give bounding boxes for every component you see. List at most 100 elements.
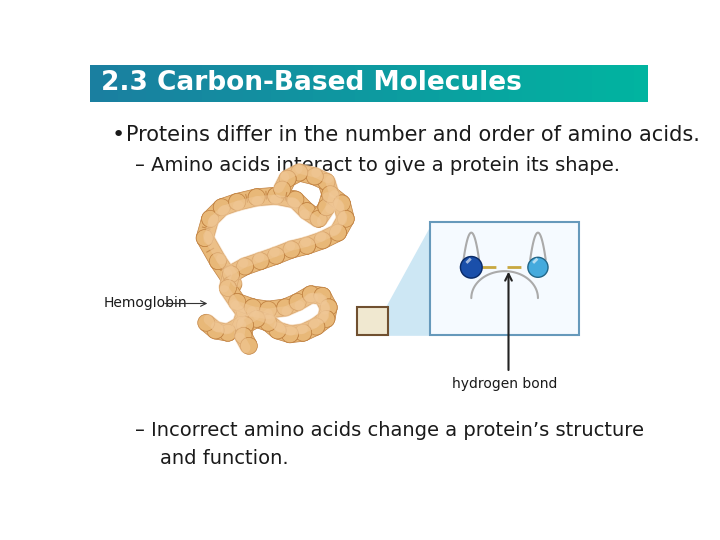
Circle shape <box>236 304 253 321</box>
Polygon shape <box>297 164 317 185</box>
Bar <box>327 65 342 102</box>
Circle shape <box>229 294 246 310</box>
Bar <box>188 65 202 102</box>
Polygon shape <box>204 201 228 225</box>
Circle shape <box>318 199 335 215</box>
Circle shape <box>466 262 477 273</box>
Polygon shape <box>233 310 253 328</box>
Circle shape <box>299 202 315 220</box>
Circle shape <box>269 322 286 339</box>
Circle shape <box>314 232 331 249</box>
Circle shape <box>260 301 276 318</box>
Bar <box>523 65 537 102</box>
Circle shape <box>333 195 351 212</box>
Circle shape <box>276 299 294 316</box>
Circle shape <box>294 325 312 341</box>
Circle shape <box>306 168 323 185</box>
Polygon shape <box>230 297 252 318</box>
Polygon shape <box>311 169 330 190</box>
Circle shape <box>240 338 258 354</box>
Circle shape <box>299 237 315 254</box>
Circle shape <box>229 294 246 310</box>
Polygon shape <box>319 225 342 248</box>
Circle shape <box>310 210 327 227</box>
Circle shape <box>461 256 482 278</box>
Circle shape <box>220 280 236 296</box>
Polygon shape <box>201 316 221 337</box>
Circle shape <box>236 316 253 334</box>
Polygon shape <box>311 312 332 333</box>
Bar <box>90 65 104 102</box>
Polygon shape <box>251 299 269 318</box>
Polygon shape <box>227 259 249 282</box>
Circle shape <box>269 322 286 339</box>
Polygon shape <box>302 204 323 226</box>
Bar <box>258 65 272 102</box>
Circle shape <box>294 325 312 341</box>
Polygon shape <box>211 256 240 289</box>
Circle shape <box>260 314 276 331</box>
Circle shape <box>302 286 320 303</box>
Circle shape <box>528 257 548 278</box>
Circle shape <box>279 170 296 187</box>
Text: Hemoglobin: Hemoglobin <box>104 296 188 310</box>
Circle shape <box>279 170 296 187</box>
Circle shape <box>318 173 335 190</box>
Polygon shape <box>235 294 256 315</box>
Polygon shape <box>310 286 323 304</box>
Bar <box>634 65 649 102</box>
Circle shape <box>213 199 230 215</box>
Bar <box>411 65 426 102</box>
Circle shape <box>236 316 253 334</box>
Polygon shape <box>235 189 258 210</box>
Circle shape <box>320 299 337 316</box>
Circle shape <box>283 241 300 258</box>
Circle shape <box>248 189 265 206</box>
Circle shape <box>307 318 325 335</box>
Bar <box>285 65 300 102</box>
Circle shape <box>289 294 306 310</box>
Circle shape <box>267 247 284 264</box>
Circle shape <box>202 210 219 227</box>
Circle shape <box>314 287 331 304</box>
Circle shape <box>229 193 246 211</box>
Circle shape <box>291 164 307 181</box>
Polygon shape <box>197 234 225 265</box>
Bar <box>215 65 230 102</box>
Polygon shape <box>236 332 256 350</box>
Circle shape <box>220 280 236 296</box>
Polygon shape <box>221 284 244 307</box>
Circle shape <box>236 258 253 275</box>
Bar <box>202 65 216 102</box>
Polygon shape <box>325 187 347 210</box>
Circle shape <box>248 310 265 327</box>
Polygon shape <box>273 242 294 264</box>
Circle shape <box>289 294 306 310</box>
Circle shape <box>274 181 291 198</box>
Text: 2.3 Carbon-Based Molecules: 2.3 Carbon-Based Molecules <box>101 70 522 96</box>
Polygon shape <box>241 312 261 333</box>
Circle shape <box>252 253 269 269</box>
Circle shape <box>222 266 240 283</box>
Polygon shape <box>214 322 230 341</box>
Polygon shape <box>256 187 276 206</box>
Polygon shape <box>235 324 253 337</box>
Bar <box>495 65 509 102</box>
Circle shape <box>462 258 481 276</box>
Polygon shape <box>220 272 239 290</box>
Circle shape <box>196 230 213 247</box>
Circle shape <box>467 264 475 272</box>
Circle shape <box>233 316 250 334</box>
Polygon shape <box>300 319 320 340</box>
Polygon shape <box>267 299 287 318</box>
Circle shape <box>222 266 240 283</box>
Bar <box>536 65 551 102</box>
Circle shape <box>469 265 474 270</box>
Bar <box>118 65 132 102</box>
Circle shape <box>196 230 213 247</box>
Circle shape <box>314 287 331 304</box>
Circle shape <box>276 299 294 316</box>
Bar <box>383 65 397 102</box>
Circle shape <box>248 189 265 206</box>
Circle shape <box>330 224 346 241</box>
